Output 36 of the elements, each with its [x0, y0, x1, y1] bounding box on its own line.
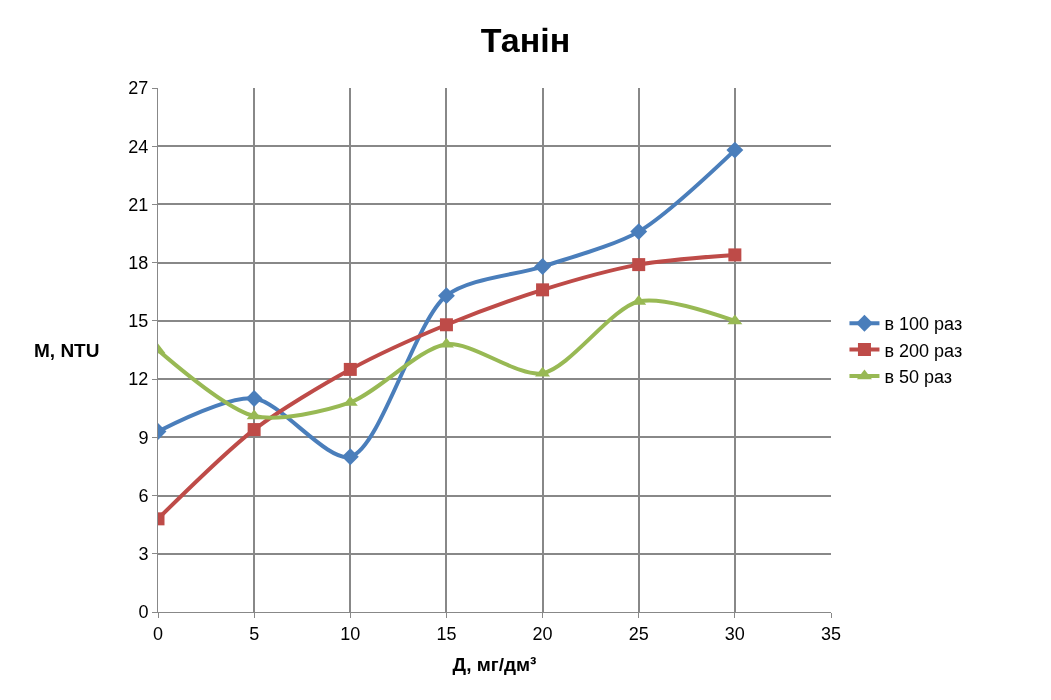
- point: [247, 423, 261, 437]
- x-tick-label: 10: [340, 623, 361, 644]
- y-tick-label: 6: [138, 485, 149, 506]
- point: [245, 390, 263, 407]
- legend-label: в 100 раз: [884, 314, 963, 335]
- x-tick-label: 30: [724, 623, 745, 644]
- point: [630, 223, 648, 241]
- y-tick-label: 21: [128, 194, 149, 215]
- y-tick-label: 9: [138, 427, 149, 448]
- point: [726, 141, 744, 159]
- y-tick-label: 27: [128, 78, 149, 99]
- y-tick-label: 0: [138, 602, 149, 623]
- x-tick-label: 0: [152, 623, 164, 644]
- y-tick-label: 24: [128, 136, 149, 157]
- legend-label: в 200 раз: [884, 340, 963, 361]
- y-tick-label: 3: [138, 544, 149, 565]
- x-axis-title: Д, мг/дм³: [452, 654, 537, 676]
- x-tick-label: 5: [249, 623, 260, 644]
- point: [728, 248, 742, 262]
- x-tick-label: 25: [628, 623, 649, 644]
- point: [536, 283, 550, 297]
- x-tick-label: 20: [532, 623, 553, 644]
- point: [343, 362, 357, 376]
- point: [439, 318, 453, 332]
- y-axis-title: М, NTU: [34, 340, 100, 361]
- legend-label: в 50 раз: [884, 367, 953, 388]
- point: [437, 287, 455, 305]
- y-tick-label: 12: [128, 369, 149, 390]
- x-tick-label: 15: [436, 623, 457, 644]
- point: [341, 448, 359, 466]
- y-tick-label: 15: [128, 311, 149, 332]
- point: [632, 258, 646, 272]
- x-tick-label: 35: [820, 623, 842, 644]
- point: [534, 258, 552, 275]
- y-tick-label: 18: [128, 252, 149, 273]
- chart-title: Танін: [480, 20, 571, 59]
